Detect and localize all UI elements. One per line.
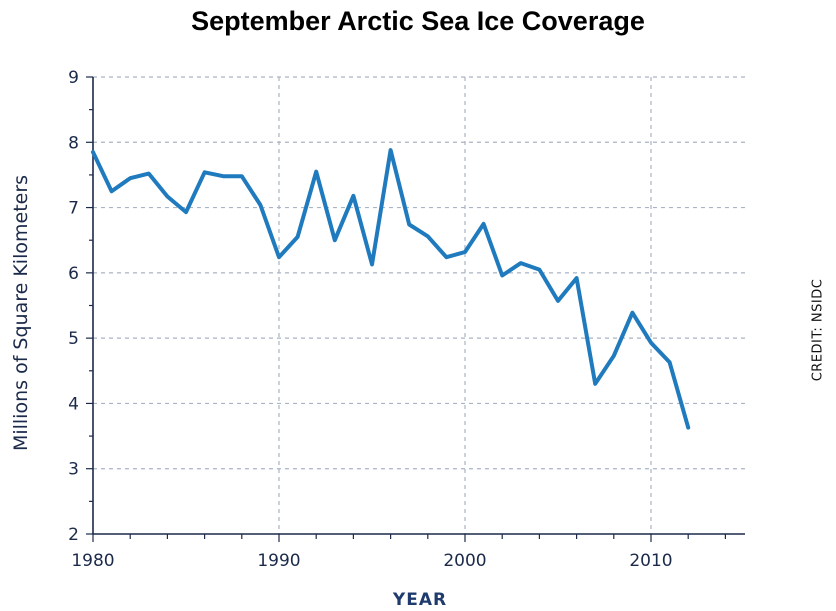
- y-axis-label: Millions of Square Kilometers: [10, 175, 32, 451]
- data-point: [575, 276, 579, 280]
- data-point: [519, 261, 523, 265]
- data-point: [147, 172, 151, 176]
- grid: [93, 76, 745, 534]
- data-point: [668, 360, 672, 364]
- data-point: [426, 234, 430, 238]
- x-tick-label: 1990: [257, 551, 300, 571]
- data-point: [128, 176, 132, 180]
- data-point: [314, 170, 318, 174]
- data-point: [258, 203, 262, 207]
- data-point: [110, 189, 114, 193]
- data-point: [612, 354, 616, 358]
- data-point: [444, 255, 448, 259]
- data-point: [221, 174, 225, 178]
- data-point: [184, 210, 188, 214]
- x-tick-label: 1980: [71, 551, 114, 571]
- y-tick-label: 8: [68, 133, 79, 153]
- data-point: [686, 426, 690, 430]
- y-tick-label: 5: [68, 329, 79, 349]
- y-tick-label: 4: [68, 394, 79, 414]
- series: [91, 148, 691, 430]
- x-tick-label: 2010: [629, 551, 672, 571]
- series-line: [91, 148, 691, 430]
- data-point: [203, 170, 207, 174]
- data-point: [407, 223, 411, 227]
- data-point: [593, 382, 597, 386]
- data-point: [165, 194, 169, 198]
- data-point: [351, 194, 355, 198]
- x-axis-label: YEAR: [392, 590, 447, 610]
- y-tick-label: 7: [68, 199, 79, 219]
- data-point: [482, 222, 486, 226]
- data-point: [630, 311, 634, 315]
- data-point: [556, 299, 560, 303]
- credit-label: CREDIT: NSIDC: [810, 278, 826, 382]
- y-tick-label: 2: [68, 525, 79, 545]
- y-tick-label: 6: [68, 264, 79, 284]
- data-point: [537, 268, 541, 272]
- data-point: [500, 273, 504, 277]
- y-tick-label: 9: [68, 68, 79, 88]
- data-point: [240, 174, 244, 178]
- data-point: [389, 148, 393, 152]
- chart-title: September Arctic Sea Ice Coverage: [191, 6, 645, 36]
- data-point: [463, 250, 467, 254]
- data-point: [649, 341, 653, 345]
- data-point: [370, 262, 374, 266]
- y-tick-label: 3: [68, 460, 79, 480]
- ticks: 2 3 4 5 6 7 8 9 1980 1990 2000 2010: [68, 68, 727, 571]
- data-point: [333, 238, 337, 242]
- data-point: [296, 235, 300, 239]
- axes: [92, 77, 745, 535]
- data-point: [277, 255, 281, 259]
- data-point: [91, 150, 95, 154]
- x-tick-label: 2000: [443, 551, 486, 571]
